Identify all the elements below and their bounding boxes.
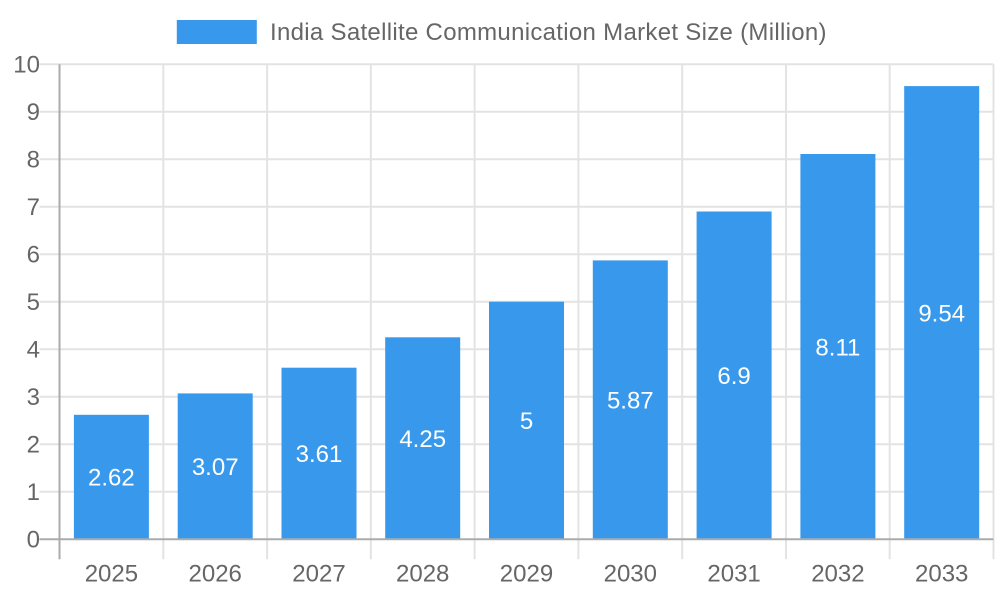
svg-text:2.62: 2.62 — [88, 465, 135, 492]
svg-text:9.54: 9.54 — [918, 300, 965, 327]
svg-text:2031: 2031 — [707, 561, 760, 588]
svg-text:2033: 2033 — [915, 561, 968, 588]
svg-text:3.07: 3.07 — [192, 454, 239, 481]
svg-text:2: 2 — [27, 432, 40, 459]
svg-text:5: 5 — [27, 289, 40, 316]
svg-text:3.61: 3.61 — [296, 441, 343, 468]
svg-text:2032: 2032 — [811, 561, 864, 588]
svg-text:6: 6 — [27, 242, 40, 269]
svg-text:4.25: 4.25 — [399, 426, 446, 453]
svg-text:5.87: 5.87 — [607, 388, 654, 415]
svg-text:0: 0 — [27, 527, 40, 554]
svg-text:2025: 2025 — [85, 561, 138, 588]
svg-text:2030: 2030 — [604, 561, 657, 588]
svg-text:8: 8 — [27, 147, 40, 174]
svg-text:1: 1 — [27, 479, 40, 506]
svg-text:5: 5 — [520, 408, 533, 435]
svg-text:2028: 2028 — [396, 561, 449, 588]
svg-text:2029: 2029 — [500, 561, 553, 588]
svg-text:2027: 2027 — [292, 561, 345, 588]
svg-text:10: 10 — [13, 52, 40, 79]
svg-text:6.9: 6.9 — [717, 363, 750, 390]
svg-text:4: 4 — [27, 337, 40, 364]
svg-text:9: 9 — [27, 99, 40, 126]
svg-text:India Satellite Communication: India Satellite Communication Market Siz… — [270, 19, 827, 46]
svg-text:2026: 2026 — [189, 561, 242, 588]
svg-text:7: 7 — [27, 194, 40, 221]
svg-text:8.11: 8.11 — [815, 334, 860, 361]
svg-text:3: 3 — [27, 384, 40, 411]
